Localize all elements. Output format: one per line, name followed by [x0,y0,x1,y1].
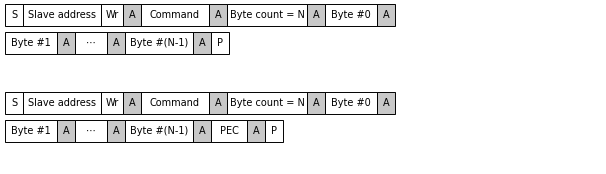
Text: A: A [128,10,135,20]
Bar [101,4,123,26]
Text: A: A [215,10,221,20]
Text: S: S [11,10,17,20]
Bar [325,92,377,114]
Bar [377,92,395,114]
Bar [23,4,101,26]
Bar [227,4,307,26]
Bar [141,92,209,114]
Bar [5,120,57,142]
Text: A: A [382,10,389,20]
Text: Byte #(N-1): Byte #(N-1) [130,38,188,48]
Bar [211,32,229,54]
Text: A: A [199,126,205,136]
Bar [125,120,193,142]
Text: Command: Command [150,98,200,108]
Text: P: P [217,38,223,48]
Bar [193,120,211,142]
Bar [5,4,23,26]
Bar [5,92,23,114]
Bar [57,120,75,142]
Bar [265,120,283,142]
Bar [123,92,141,114]
Text: A: A [313,10,319,20]
Text: A: A [113,38,119,48]
Text: Command: Command [150,10,200,20]
Text: A: A [128,98,135,108]
Text: A: A [113,126,119,136]
Text: A: A [313,98,319,108]
Bar [5,32,57,54]
Bar [209,4,227,26]
Text: ⋯: ⋯ [86,126,96,136]
Text: Byte count = N: Byte count = N [230,10,304,20]
Text: A: A [215,98,221,108]
Bar [193,32,211,54]
Bar [57,32,75,54]
Text: Byte #0: Byte #0 [331,10,371,20]
Text: Byte #1: Byte #1 [11,38,51,48]
Text: P: P [271,126,277,136]
Text: S: S [11,98,17,108]
Bar [75,120,107,142]
Text: Byte #(N-1): Byte #(N-1) [130,126,188,136]
Bar [107,120,125,142]
Bar [209,92,227,114]
Bar [123,4,141,26]
Bar [23,92,101,114]
Bar [227,92,307,114]
Text: Slave address: Slave address [28,98,96,108]
Text: Wr: Wr [105,98,119,108]
Text: A: A [199,38,205,48]
Bar [307,92,325,114]
Text: Wr: Wr [105,10,119,20]
Bar [125,32,193,54]
Bar [325,4,377,26]
Text: Slave address: Slave address [28,10,96,20]
Text: Byte #1: Byte #1 [11,126,51,136]
Bar [211,120,247,142]
Text: A: A [253,126,259,136]
Text: A: A [62,126,69,136]
Bar [107,32,125,54]
Text: Byte count = N: Byte count = N [230,98,304,108]
Text: A: A [382,98,389,108]
Bar [141,4,209,26]
Bar [307,4,325,26]
Text: A: A [62,38,69,48]
Bar [101,92,123,114]
Bar [75,32,107,54]
Text: Byte #0: Byte #0 [331,98,371,108]
Text: PEC: PEC [219,126,238,136]
Bar [247,120,265,142]
Text: ⋯: ⋯ [86,38,96,48]
Bar [377,4,395,26]
